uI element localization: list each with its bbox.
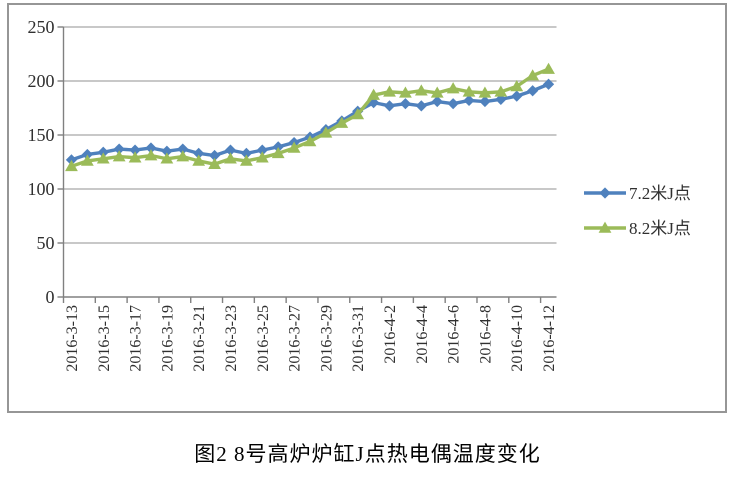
series-2-data-point-marker xyxy=(144,149,158,161)
series-1-data-point-marker xyxy=(431,95,443,108)
series-2-data-point-marker xyxy=(542,62,555,74)
series-1-data-point-marker xyxy=(256,144,268,156)
legend-triangle-icon xyxy=(598,221,612,233)
series-1-data-point-marker xyxy=(399,98,412,110)
series-2-data-point-marker xyxy=(335,116,349,128)
series-1-data-point-marker xyxy=(542,78,555,90)
series-1-data-point-marker xyxy=(65,154,78,166)
series-1-data-point-marker xyxy=(145,142,157,154)
series-1-data-point-marker xyxy=(193,147,205,159)
x-axis-tick-label: 2016-3-31 xyxy=(350,305,367,372)
series-1-data-point-marker xyxy=(224,144,237,156)
series-1-data-point-marker xyxy=(383,100,396,112)
y-axis-tick-label: 50 xyxy=(37,233,55,253)
series-2-data-point-marker xyxy=(287,141,301,153)
series-2-data-point-marker xyxy=(303,135,317,147)
x-axis-tick-label: 2016-3-27 xyxy=(287,305,304,372)
x-axis-tick-label: 2016-3-19 xyxy=(159,305,176,372)
series-1-data-point-marker xyxy=(113,143,125,155)
chart-border xyxy=(7,3,727,413)
y-axis-tick-label: 150 xyxy=(28,125,55,145)
series-2-data-point-marker xyxy=(128,151,142,163)
series-1-data-point-marker xyxy=(129,144,141,156)
series-2-data-point-marker xyxy=(176,150,190,162)
x-axis-tick-label: 2016-4-2 xyxy=(382,305,399,364)
series-1-data-point-marker xyxy=(240,147,252,159)
series-2-data-point-marker xyxy=(160,152,174,164)
series-2-data-point-marker xyxy=(510,80,524,92)
x-axis-tick-label: 2016-4-12 xyxy=(541,305,558,372)
series-1-data-point-marker xyxy=(177,143,189,155)
series-2-data-point-marker xyxy=(399,86,412,98)
x-axis-tick-label: 2016-3-15 xyxy=(96,305,113,372)
x-axis-tick-label: 2016-4-4 xyxy=(414,305,431,364)
series-2-data-point-marker xyxy=(255,151,269,163)
series-2-data-point-marker xyxy=(319,126,333,138)
series-1-data-point-marker xyxy=(495,93,507,105)
series-2-data-point-marker xyxy=(192,154,206,166)
series-2-data-point-marker xyxy=(65,159,78,172)
y-axis-tick-label: 100 xyxy=(28,179,55,199)
series-2-data-point-marker xyxy=(351,108,365,120)
y-axis-tick-label: 0 xyxy=(46,287,55,307)
x-axis-tick-label: 2016-3-21 xyxy=(191,305,208,372)
series-2-data-point-marker xyxy=(383,85,396,97)
series-2-data-point-marker xyxy=(478,86,492,98)
series-2-data-point-marker xyxy=(271,146,285,159)
series-1-data-point-marker xyxy=(81,148,93,161)
series-2-data-point-marker xyxy=(367,88,381,100)
series-2-data-point-marker xyxy=(80,154,94,166)
series-1-data-point-marker xyxy=(415,100,427,112)
series-1-data-point-marker xyxy=(272,141,284,153)
series-1-data-point-marker xyxy=(97,146,109,158)
chart-frame: 0 50 100 150 200 250 2016-3-13 2016-3-15 2016-3-… xyxy=(7,3,727,413)
series-2-data-point-marker xyxy=(414,84,428,96)
series-1-data-point-marker xyxy=(527,85,539,97)
x-axis-tick-label: 2016-3-29 xyxy=(318,305,335,372)
series-2-data-point-marker xyxy=(446,82,460,94)
y-axis-tick-label: 200 xyxy=(28,71,55,91)
series-2-data-point-marker xyxy=(526,69,540,81)
x-axis-tick-label: 2016-3-25 xyxy=(255,305,272,372)
series-1-data-point-marker xyxy=(208,149,221,162)
series-2-data-point-marker xyxy=(112,150,126,162)
series-2-data-point-marker xyxy=(494,85,508,97)
series-1-data-point-marker xyxy=(511,90,523,102)
series-2-data-point-marker xyxy=(224,152,237,164)
series-1-data-point-marker xyxy=(479,95,491,108)
series-2-data-point-marker xyxy=(239,154,253,166)
temperature-line-chart: 0 50 100 150 200 250 2016-3-13 2016-3-15 2016-3-… xyxy=(7,3,727,413)
series-1-data-point-marker xyxy=(161,145,173,157)
x-axis-tick-label: 2016-4-10 xyxy=(509,305,526,372)
series-2-data-point-marker xyxy=(430,86,444,98)
legend-diamond-icon xyxy=(599,187,611,199)
y-axis-tick-label: 250 xyxy=(28,17,55,37)
series-2-data-point-marker xyxy=(208,157,221,169)
x-axis-tick-label: 2016-3-13 xyxy=(64,305,81,372)
series-2-data-point-marker xyxy=(96,152,110,164)
x-axis-tick-label: 2016-4-8 xyxy=(477,305,494,364)
series-1-data-point-marker xyxy=(463,94,475,107)
x-axis-tick-label: 2016-4-6 xyxy=(446,305,463,364)
legend-item-label: 8.2米J点 xyxy=(629,219,691,238)
x-axis-tick-label: 2016-3-17 xyxy=(128,305,145,372)
series-1-data-point-marker xyxy=(447,98,459,110)
x-axis-tick-label: 2016-3-23 xyxy=(223,305,240,372)
series-2-data-point-marker xyxy=(462,85,476,97)
figure-caption: 图2 8号高炉炉缸J点热电偶温度变化 xyxy=(194,442,541,466)
legend-item-label: 7.2米J点 xyxy=(629,184,691,203)
